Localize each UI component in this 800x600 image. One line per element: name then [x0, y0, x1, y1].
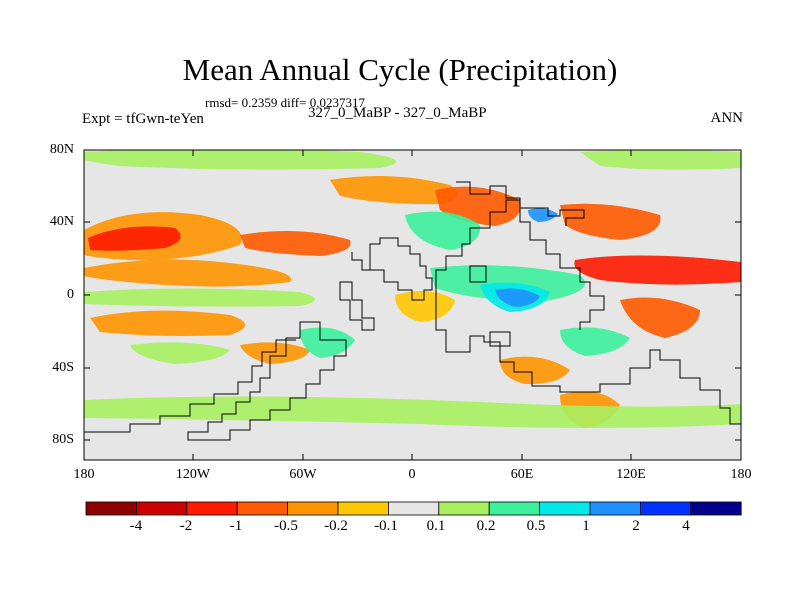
lon-label-120e: 120E: [616, 467, 646, 482]
colorbar-swatch: [387, 501, 440, 516]
experiment-label: Expt = tfGwn-teYen: [82, 111, 204, 127]
anomaly-patch-east-pacific-band: [240, 231, 351, 256]
coastlines: [84, 181, 741, 441]
colorbar-swatch: [135, 501, 188, 516]
coastline-north-america: [351, 237, 433, 301]
tick-marks: [83, 149, 742, 460]
coastline-africa: [435, 290, 741, 425]
lon-label-60w: 60W: [289, 467, 317, 482]
colorbar-swatch: [589, 501, 641, 516]
lon-label-60e: 60E: [510, 467, 534, 482]
colorbar-swatch: [539, 501, 591, 516]
colorbar: [85, 501, 742, 516]
colorbar-swatch: [186, 501, 238, 516]
colorbar-swatch: [287, 501, 339, 516]
lat-label-80n: 80N: [49, 142, 74, 157]
colorbar-swatch: [438, 501, 490, 516]
anomaly-patch-south-atlantic-band: [395, 291, 455, 322]
anomaly-patch-west-pacific-band: [574, 255, 741, 285]
colorbar-label: 1: [582, 518, 590, 534]
lon-label-120w: 120W: [175, 467, 211, 482]
colorbar-label: -0.2: [324, 518, 348, 534]
anomaly-patch-southern-green: [84, 396, 741, 428]
anomaly-patch-africa-green: [405, 211, 481, 250]
coastline-southwest-cone: [84, 339, 296, 433]
coastline-south-america: [339, 281, 375, 331]
coastline-south-america-cone: [187, 321, 347, 441]
case-label: 327_0_MaBP - 327_0_MaBP: [308, 105, 487, 121]
colorbar-label: -4: [129, 518, 143, 534]
anomaly-patch-europe-north-band: [330, 176, 458, 205]
coastline-central-america: [469, 265, 487, 283]
anomaly-patch-himalaya-blue: [528, 208, 558, 222]
anomaly-patch-arctic-green-east: [580, 150, 741, 170]
lon-label-0: 0: [408, 467, 416, 482]
anomaly-patch-indian-ocean-blue: [495, 288, 540, 307]
anomaly-patch-asia-east: [560, 203, 661, 240]
colorbar-swatch: [85, 501, 137, 516]
coastline-north-eurasia: [456, 181, 585, 226]
colorbar-label: 2: [632, 518, 640, 534]
stats-text: rmsd= 0.2359 diff= 0.0237317: [205, 95, 365, 110]
colorbar-swatch: [640, 501, 692, 516]
colorbar-label: -0.5: [274, 518, 298, 534]
lat-label-80s: 80S: [52, 432, 74, 447]
anomaly-patch-arctic-green: [84, 150, 396, 170]
lon-label-180w: 180: [73, 467, 95, 482]
colorbar-label: 0.1: [426, 518, 446, 534]
anomaly-patch-tropical-pacific: [240, 342, 310, 364]
anomaly-patch-ne-pacific-band: [88, 226, 181, 251]
anomaly-patch-indian-south: [500, 356, 570, 385]
map-plot: [83, 149, 742, 461]
anomaly-field: [84, 150, 741, 428]
figure-title: Mean Annual Cycle (Precipitation): [182, 52, 618, 87]
anomaly-patch-south-pacific-band: [90, 310, 245, 336]
anomaly-patch-pacific-green-west: [130, 342, 230, 364]
anomaly-patch-australia-east: [620, 297, 700, 338]
anomaly-patch-pacific-green: [84, 288, 315, 307]
colorbar-swatch: [236, 501, 288, 516]
lon-label-180e: 180: [730, 467, 752, 482]
colorbar-swatch: [337, 501, 389, 516]
colorbar-swatch: [488, 501, 541, 516]
colorbar-label: 0.5: [526, 518, 546, 534]
anomaly-patch-indian-green: [560, 327, 630, 356]
colorbar-swatch: [690, 501, 742, 516]
colorbar-label: 4: [682, 518, 690, 534]
lat-label-0: 0: [67, 287, 74, 302]
coastline-eurasia: [435, 199, 605, 330]
colorbar-label: -0.1: [374, 518, 398, 534]
lat-label-40n: 40N: [49, 214, 74, 229]
colorbar-label: -1: [229, 518, 243, 534]
anomaly-patch-atlantic-green: [300, 327, 355, 358]
lat-label-40s: 40S: [52, 360, 74, 375]
anomaly-patch-central-pacific-band: [84, 259, 292, 287]
coastline-pacific-island: [489, 331, 511, 347]
colorbar-label: 0.2: [476, 518, 496, 534]
season-label: ANN: [710, 110, 744, 126]
colorbar-label: -2: [179, 518, 193, 534]
